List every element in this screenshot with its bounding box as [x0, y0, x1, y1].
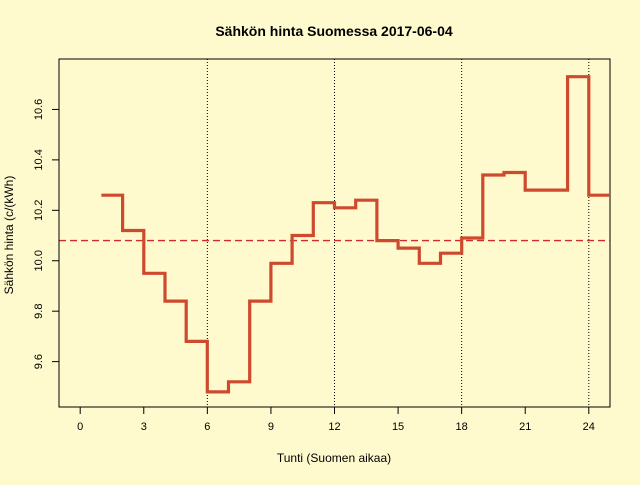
y-tick-label: 9.8: [33, 304, 45, 319]
y-tick-label: 10.6: [33, 99, 45, 120]
plot-area: 0 3 6 9 12 15 18 21 24 9.6 9.8 10.0 10.2 10.4 10.6: [33, 58, 611, 433]
chart-title: Sähkön hinta Suomessa 2017-06-04: [215, 23, 453, 39]
x-tick-label: 18: [456, 421, 468, 433]
x-tick-label: 3: [141, 421, 147, 433]
x-tick-label: 0: [77, 421, 83, 433]
x-tick-label: 21: [519, 421, 531, 433]
x-tick-label: 12: [328, 421, 340, 433]
y-tick-label: 10.0: [33, 250, 45, 271]
x-tick-label: 15: [392, 421, 404, 433]
x-tick-label: 6: [204, 421, 210, 433]
y-tick-label: 10.2: [33, 200, 45, 221]
y-tick-label: 9.6: [33, 354, 45, 369]
price-step-line: [101, 75, 610, 394]
y-tick-label: 10.4: [33, 149, 45, 170]
y-axis-label: Sähkön hinta (c/(kWh): [2, 176, 16, 295]
x-tick-label: 24: [583, 421, 595, 433]
x-tick-label: 9: [268, 421, 274, 433]
x-axis-label: Tunti (Suomen aikaa): [277, 451, 391, 465]
